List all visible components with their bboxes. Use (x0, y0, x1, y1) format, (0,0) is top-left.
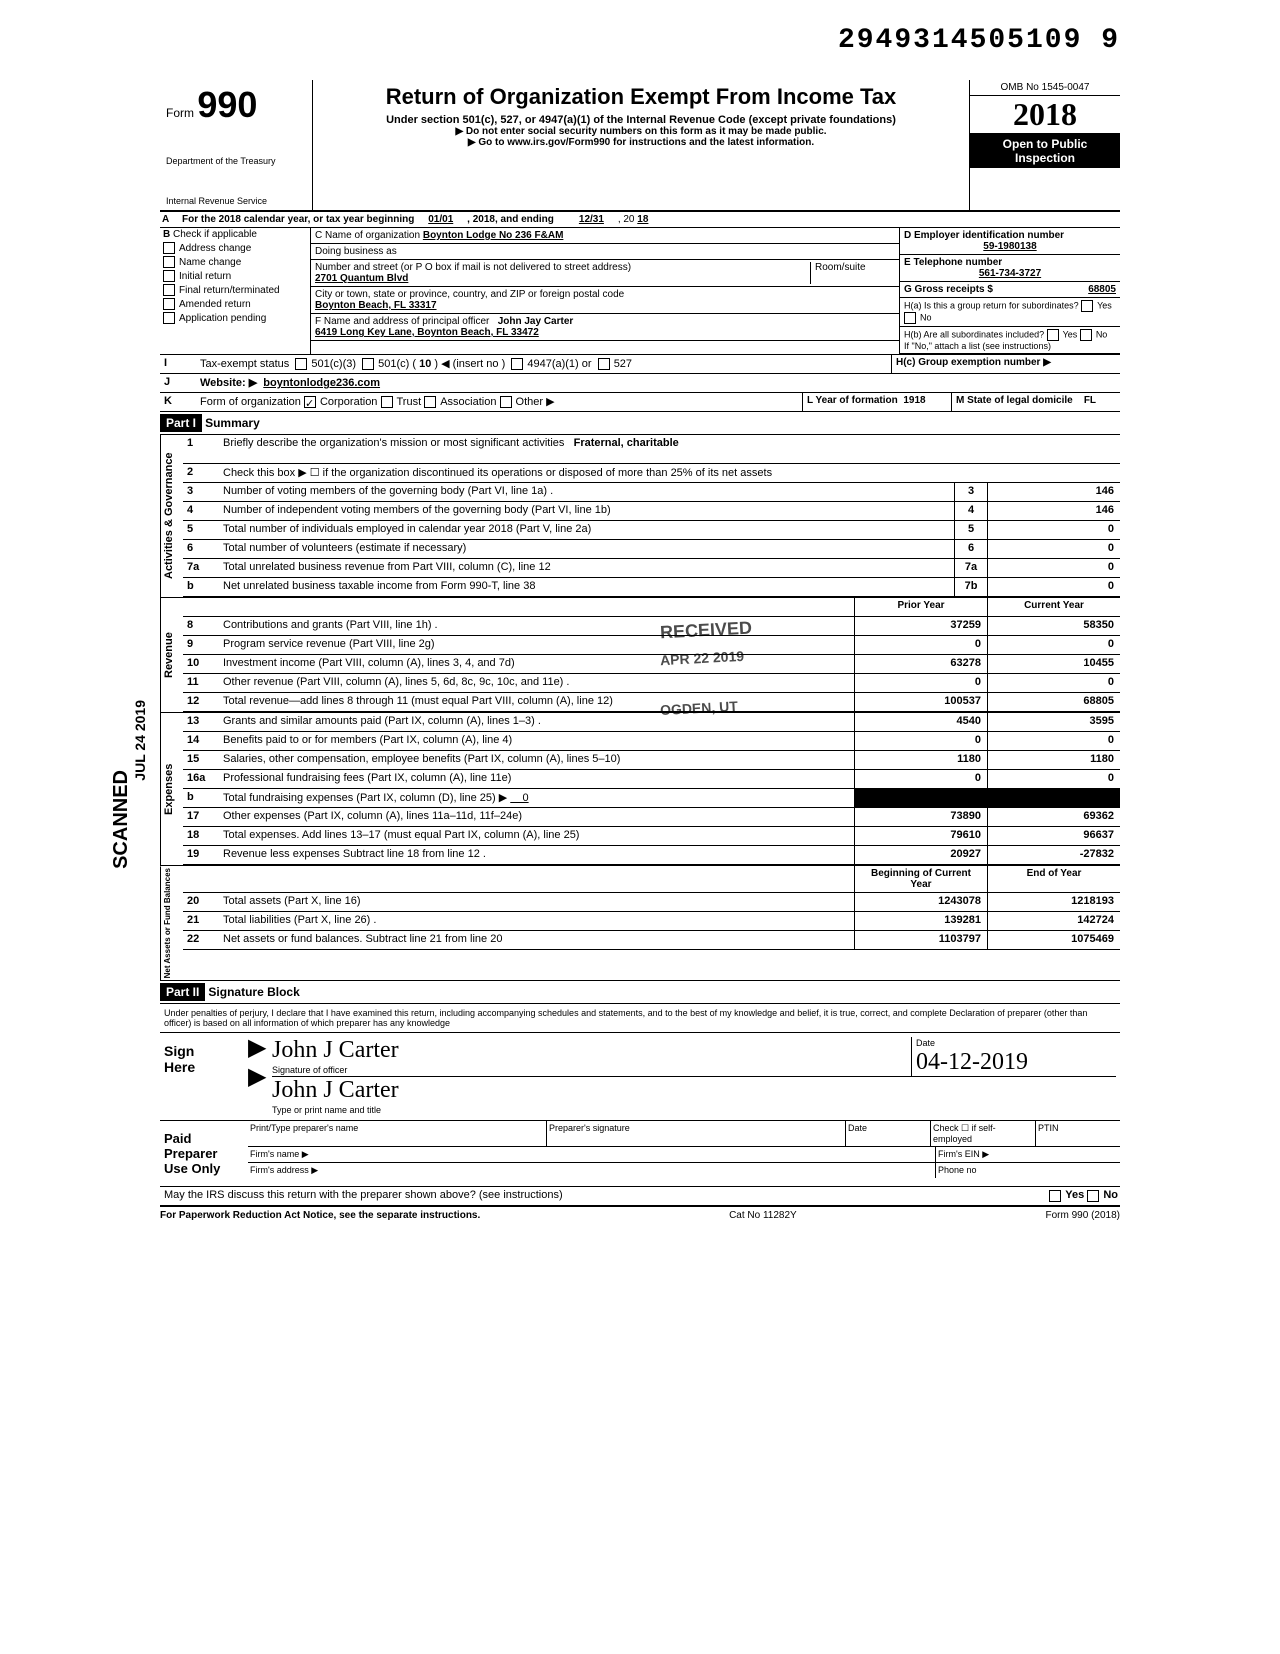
expense-line: 18Total expenses. Add lines 13–17 (must … (183, 827, 1120, 846)
dba-label: Doing business as (311, 244, 899, 260)
expense-line: 17Other expenses (Part IX, column (A), l… (183, 808, 1120, 827)
net-line: 20Total assets (Part X, line 16)12430781… (183, 893, 1120, 912)
part1-header: Part I Summary (160, 412, 1120, 435)
title-arrow1: ▶ Do not enter social security numbers o… (317, 126, 965, 137)
name-label: C Name of organization (315, 230, 420, 241)
title-sub: Under section 501(c), 527, or 4947(a)(1)… (317, 114, 965, 126)
officer-addr: 6419 Long Key Lane, Boynton Beach, FL 33… (315, 327, 539, 338)
revenue-line: 10Investment income (Part VIII, column (… (183, 655, 1120, 674)
col-cd: C Name of organization Boynton Lodge No … (311, 228, 900, 354)
form-header: Form 990 Department of the Treasury Inte… (160, 80, 1120, 212)
footer-right: Form 990 (2018) (1046, 1210, 1120, 1221)
omb-box: OMB No 1545-0047 2018 Open to Public Ins… (969, 80, 1120, 210)
title-main: Return of Organization Exempt From Incom… (317, 84, 965, 110)
phone-label: E Telephone number (904, 257, 1002, 268)
col-b: B Check if applicable Address change Nam… (160, 228, 311, 354)
ein-label: D Employer identification number (904, 230, 1064, 241)
inspection: Inspection (1015, 151, 1075, 165)
gross-label: G Gross receipts $ (904, 284, 993, 295)
col-e: D Employer identification number59-19801… (900, 228, 1120, 354)
dept-irs: Internal Revenue Service (166, 196, 306, 206)
document-number: 2949314505109 9 (838, 25, 1120, 56)
room-label: Room/suite (810, 262, 895, 284)
net-line: 21Total liabilities (Part X, line 26) .1… (183, 912, 1120, 931)
sign-date: 04-12-2019 (916, 1049, 1028, 1075)
expense-line: 15Salaries, other compensation, employee… (183, 751, 1120, 770)
city-val: Boynton Beach, FL 33317 (315, 300, 437, 311)
governance-section: Activities & Governance 1Briefly describ… (160, 435, 1120, 598)
revenue-line: 9Program service revenue (Part VIII, lin… (183, 636, 1120, 655)
line-a: A For the 2018 calendar year, or tax yea… (160, 212, 1120, 228)
form-label: Form (166, 106, 194, 120)
declaration: Under penalties of perjury, I declare th… (160, 1004, 1120, 1033)
open-public: Open to Public (1003, 137, 1088, 151)
line-i: I Tax-exempt status 501(c)(3) 501(c) ( 1… (160, 355, 1120, 374)
gross-val: 68805 (1088, 284, 1116, 295)
revenue-line: 11Other revenue (Part VIII, column (A), … (183, 674, 1120, 693)
dept-treasury: Department of the Treasury (166, 156, 306, 166)
checkbox-address[interactable] (163, 242, 175, 254)
expense-line: 16aProfessional fundraising fees (Part I… (183, 770, 1120, 789)
addr-label: Number and street (or P O box if mail is… (315, 262, 631, 273)
ein-val: 59-1980138 (983, 241, 1036, 252)
scanned-stamp: SCANNED (110, 770, 133, 869)
expense-line: 13Grants and similar amounts paid (Part … (183, 713, 1120, 732)
hb-label: H(b) Are all subordinates included? (904, 329, 1044, 339)
revenue-section: Revenue Prior YearCurrent Year 8Contribu… (160, 598, 1120, 713)
form-page: 2949314505109 9 Form 990 Department of t… (120, 0, 1160, 1241)
expense-line: 19Revenue less expenses Subtract line 18… (183, 846, 1120, 865)
signature: John J Carter (272, 1037, 399, 1063)
line-j: J Website: ▶ boyntonlodge236.com (160, 374, 1120, 393)
checkbox-initial[interactable] (163, 270, 175, 282)
rev-label: Revenue (160, 598, 183, 712)
website-val: boyntonlodge236.com (263, 377, 380, 389)
officer-name: John Jay Carter (498, 316, 574, 327)
checkbox-name[interactable] (163, 256, 175, 268)
expense-line: bTotal fundraising expenses (Part IX, co… (183, 789, 1120, 808)
expenses-section: Expenses 13Grants and similar amounts pa… (160, 713, 1120, 866)
line-a-end-mo: 12/31 (579, 214, 604, 225)
city-label: City or town, state or province, country… (315, 289, 624, 300)
line-a-pre: For the 2018 calendar year, or tax year … (182, 214, 414, 225)
title-arrow2: ▶ Go to www.irs.gov/Form990 for instruct… (317, 137, 965, 148)
attach-note: If "No," attach a list (see instructions… (904, 341, 1051, 351)
title-box: Return of Organization Exempt From Incom… (313, 80, 969, 210)
gov-label: Activities & Governance (160, 435, 183, 597)
footer: For Paperwork Reduction Act Notice, see … (160, 1207, 1120, 1221)
omb-number: OMB No 1545-0047 (970, 80, 1120, 96)
line-a-mid: , 2018, and ending (467, 214, 554, 225)
tax-year: 2018 (970, 96, 1120, 134)
line-a-begin: 01/01 (428, 214, 453, 225)
check-header: Check if applicable (173, 229, 257, 240)
net-assets-section: Net Assets or Fund Balances Beginning of… (160, 866, 1120, 981)
checkbox-amended[interactable] (163, 298, 175, 310)
net-label: Net Assets or Fund Balances (160, 866, 183, 980)
checkbox-pending[interactable] (163, 312, 175, 324)
sign-here: SignHere ▶▶ John J CarterSignature of of… (160, 1033, 1120, 1121)
phone-val: 561-734-3727 (979, 268, 1041, 279)
footer-left: For Paperwork Reduction Act Notice, see … (160, 1210, 480, 1221)
street-addr: 2701 Quantum Blvd (315, 273, 408, 284)
discuss-row: May the IRS discuss this return with the… (160, 1187, 1120, 1207)
side-date-stamp: JUL 24 2019 (132, 700, 148, 781)
line-k: K Form of organization ✓Corporation Trus… (160, 393, 1120, 412)
footer-mid: Cat No 11282Y (729, 1210, 797, 1221)
checkbox-final[interactable] (163, 284, 175, 296)
paid-preparer: PaidPreparerUse Only Print/Type preparer… (160, 1121, 1120, 1187)
main-info: B Check if applicable Address change Nam… (160, 228, 1120, 355)
revenue-line: 12Total revenue—add lines 8 through 11 (… (183, 693, 1120, 712)
part2-header: Part II Signature Block (160, 981, 1120, 1004)
line-a-end-yr: 18 (637, 214, 648, 225)
exp-label: Expenses (160, 713, 183, 865)
officer-label: F Name and address of principal officer (315, 316, 489, 327)
expense-line: 14Benefits paid to or for members (Part … (183, 732, 1120, 751)
form-id-box: Form 990 Department of the Treasury Inte… (160, 80, 313, 210)
hc-label: H(c) Group exemption number ▶ (896, 357, 1051, 368)
org-name: Boynton Lodge No 236 F&AM (423, 230, 564, 241)
form-number: 990 (197, 84, 257, 125)
ha-label: H(a) Is this a group return for subordin… (904, 300, 1079, 310)
net-line: 22Net assets or fund balances. Subtract … (183, 931, 1120, 950)
revenue-line: 8Contributions and grants (Part VIII, li… (183, 617, 1120, 636)
